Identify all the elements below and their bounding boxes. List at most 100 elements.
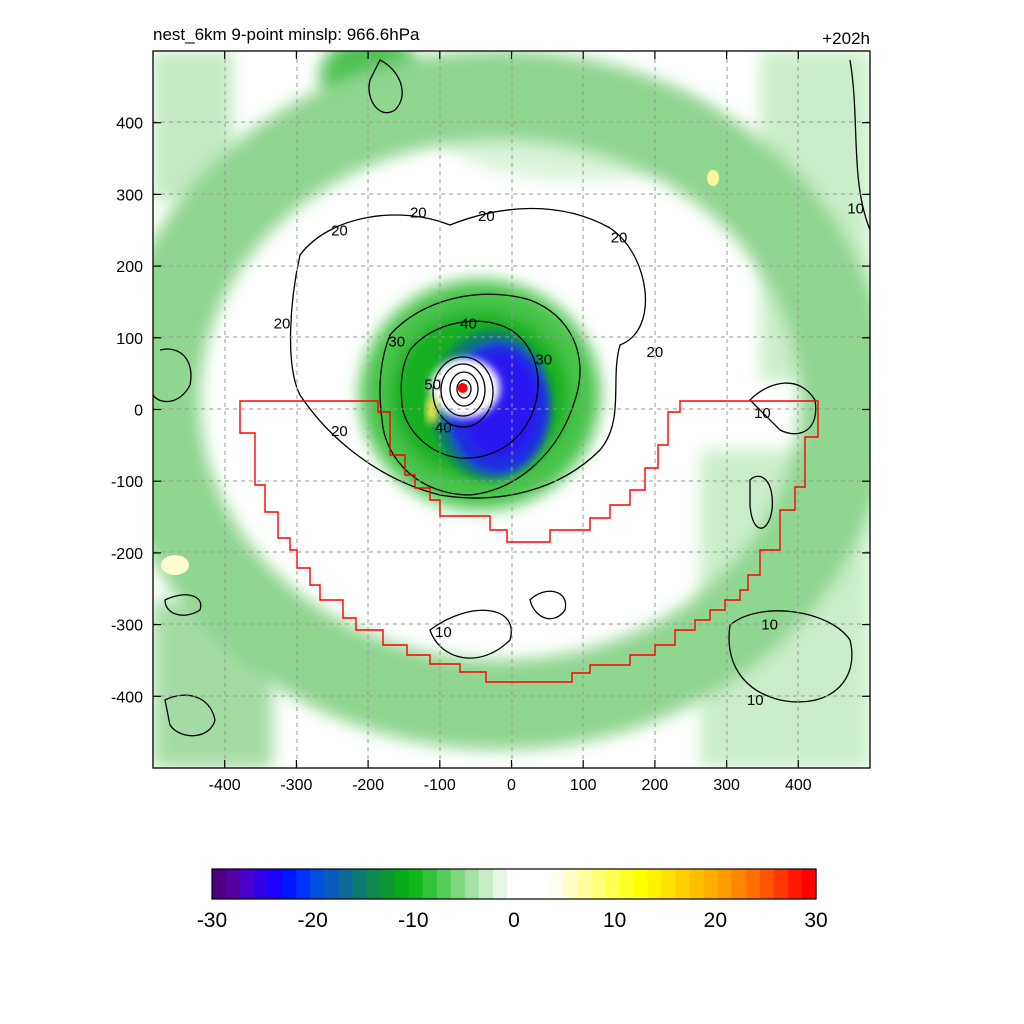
- y-axis: 400 300 200 100 0 -100 -200 -300 -400: [111, 116, 870, 706]
- colorbar-swatch: [717, 869, 733, 899]
- y-tick-label: -100: [111, 474, 143, 491]
- contour-label: 10: [761, 617, 778, 634]
- colorbar-swatch: [408, 869, 424, 899]
- colorbar-swatch: [535, 869, 550, 899]
- colorbar-tick-label: 30: [804, 909, 827, 932]
- y-tick-label: 100: [116, 331, 143, 348]
- colorbar-swatch: [703, 869, 719, 899]
- colorbar-labels: -30 -20 -10 0 10 20 30: [197, 909, 828, 932]
- x-tick-label: 0: [507, 777, 516, 794]
- colorbar-swatch: [619, 869, 634, 899]
- x-tick-label: 200: [642, 777, 669, 794]
- colorbar: [212, 869, 817, 899]
- colorbar-swatch: [506, 869, 522, 899]
- x-tick-label: -400: [209, 777, 241, 794]
- colorbar-swatch: [577, 869, 592, 899]
- colorbar-swatch: [338, 869, 354, 899]
- colorbar-swatch: [380, 869, 396, 899]
- colorbar-frame: [211, 868, 817, 900]
- contour-label: 20: [331, 423, 348, 440]
- x-tick-label: -100: [424, 777, 456, 794]
- colorbar-swatch: [675, 869, 691, 899]
- colorbar-swatch: [633, 869, 649, 899]
- colorbar-swatch: [282, 869, 297, 899]
- colorbar-tick-label: 20: [704, 909, 727, 932]
- contour-label: 20: [331, 222, 348, 239]
- colorbar-swatch: [226, 869, 241, 899]
- y-tick-label: 300: [116, 187, 143, 204]
- colorbar-swatch: [212, 869, 227, 899]
- x-tick-label: -200: [352, 777, 384, 794]
- colorbar-swatch: [240, 869, 255, 899]
- y-tick-label: 400: [116, 116, 143, 133]
- colorbar-tick-label: -20: [297, 909, 327, 932]
- colorbar-swatch: [352, 869, 368, 899]
- y-tick-label: 0: [134, 403, 143, 420]
- colorbar-swatch: [661, 869, 677, 899]
- contour-label: 50: [424, 376, 441, 393]
- y-tick-label: 200: [116, 259, 143, 276]
- colorbar-swatch: [366, 869, 382, 899]
- colorbar-swatch: [521, 869, 536, 899]
- x-tick-label: 300: [713, 777, 740, 794]
- contour-labels: 10 10 10 10 10 20 20 20 20 20 20 20 30 30 40 40 50: [274, 201, 864, 709]
- contour-label: 10: [435, 624, 452, 641]
- colorbar-swatch: [563, 869, 578, 899]
- colorbar-swatch: [268, 869, 283, 899]
- y-tick-label: -200: [111, 546, 143, 563]
- colorbar-swatch: [394, 869, 410, 899]
- contour-label: 40: [460, 315, 477, 332]
- colorbar-tick-label: 10: [603, 909, 626, 932]
- colorbar-swatch: [478, 869, 494, 899]
- x-tick-label: 100: [570, 777, 597, 794]
- colorbar-swatch: [310, 869, 325, 899]
- colorbar-swatch: [759, 869, 775, 899]
- region-outline: [239, 400, 819, 683]
- colorbar-tick-label: -30: [197, 909, 227, 932]
- contour-label: 40: [435, 419, 452, 436]
- contour-label: 10: [747, 692, 764, 709]
- contour-lines: [153, 59, 870, 737]
- colorbar-swatch: [647, 869, 663, 899]
- colorbar-swatch: [605, 869, 620, 899]
- contour-label: 10: [754, 405, 771, 422]
- colorbar-swatch: [422, 869, 438, 899]
- contour-label: 30: [388, 333, 405, 350]
- min-slp-marker: [457, 382, 468, 393]
- contour-label: 30: [535, 351, 552, 368]
- colorbar-tick-label: -10: [398, 909, 428, 932]
- y-tick-label: -400: [111, 689, 143, 706]
- storm-center: [457, 382, 468, 393]
- colorbar-tick-label: 0: [508, 909, 520, 932]
- y-tick-label: -300: [111, 618, 143, 635]
- colorbar-swatch: [324, 869, 340, 899]
- colorbar-swatch: [801, 869, 817, 899]
- colorbar-swatch: [591, 869, 606, 899]
- colorbar-swatch: [296, 869, 311, 899]
- contour-label: 20: [410, 204, 427, 221]
- x-tick-label: 400: [785, 777, 812, 794]
- colorbar-swatch: [745, 869, 761, 899]
- contour-label: 10: [847, 201, 864, 218]
- x-axis: -400 -300 -200 -100 0 100 200 300 400: [209, 51, 812, 794]
- colorbar-swatch: [549, 869, 564, 899]
- colorbar-swatch: [436, 869, 452, 899]
- colorbar-swatch: [773, 869, 789, 899]
- contour-label: 20: [647, 344, 664, 361]
- colorbar-swatch: [787, 869, 803, 899]
- contour-label: 20: [611, 229, 628, 246]
- colorbar-swatch: [689, 869, 705, 899]
- colorbar-swatch: [731, 869, 747, 899]
- colorbar-swatch: [254, 869, 269, 899]
- colorbar-swatch: [492, 869, 508, 899]
- colorbar-swatch: [464, 869, 480, 899]
- shaded-field: [153, 51, 870, 768]
- plot-area: 10 10 10 10 10 20 20 20 20 20 20 20 30 30 40 40 50: [153, 51, 870, 768]
- contour-label: 20: [478, 208, 495, 225]
- x-tick-label: -300: [280, 777, 312, 794]
- contour-label: 20: [274, 315, 291, 332]
- chart-title: nest_6km 9-point minslp: 966.6hPa: [153, 25, 420, 44]
- colorbar-swatch: [450, 869, 466, 899]
- time-label: +202h: [822, 29, 870, 48]
